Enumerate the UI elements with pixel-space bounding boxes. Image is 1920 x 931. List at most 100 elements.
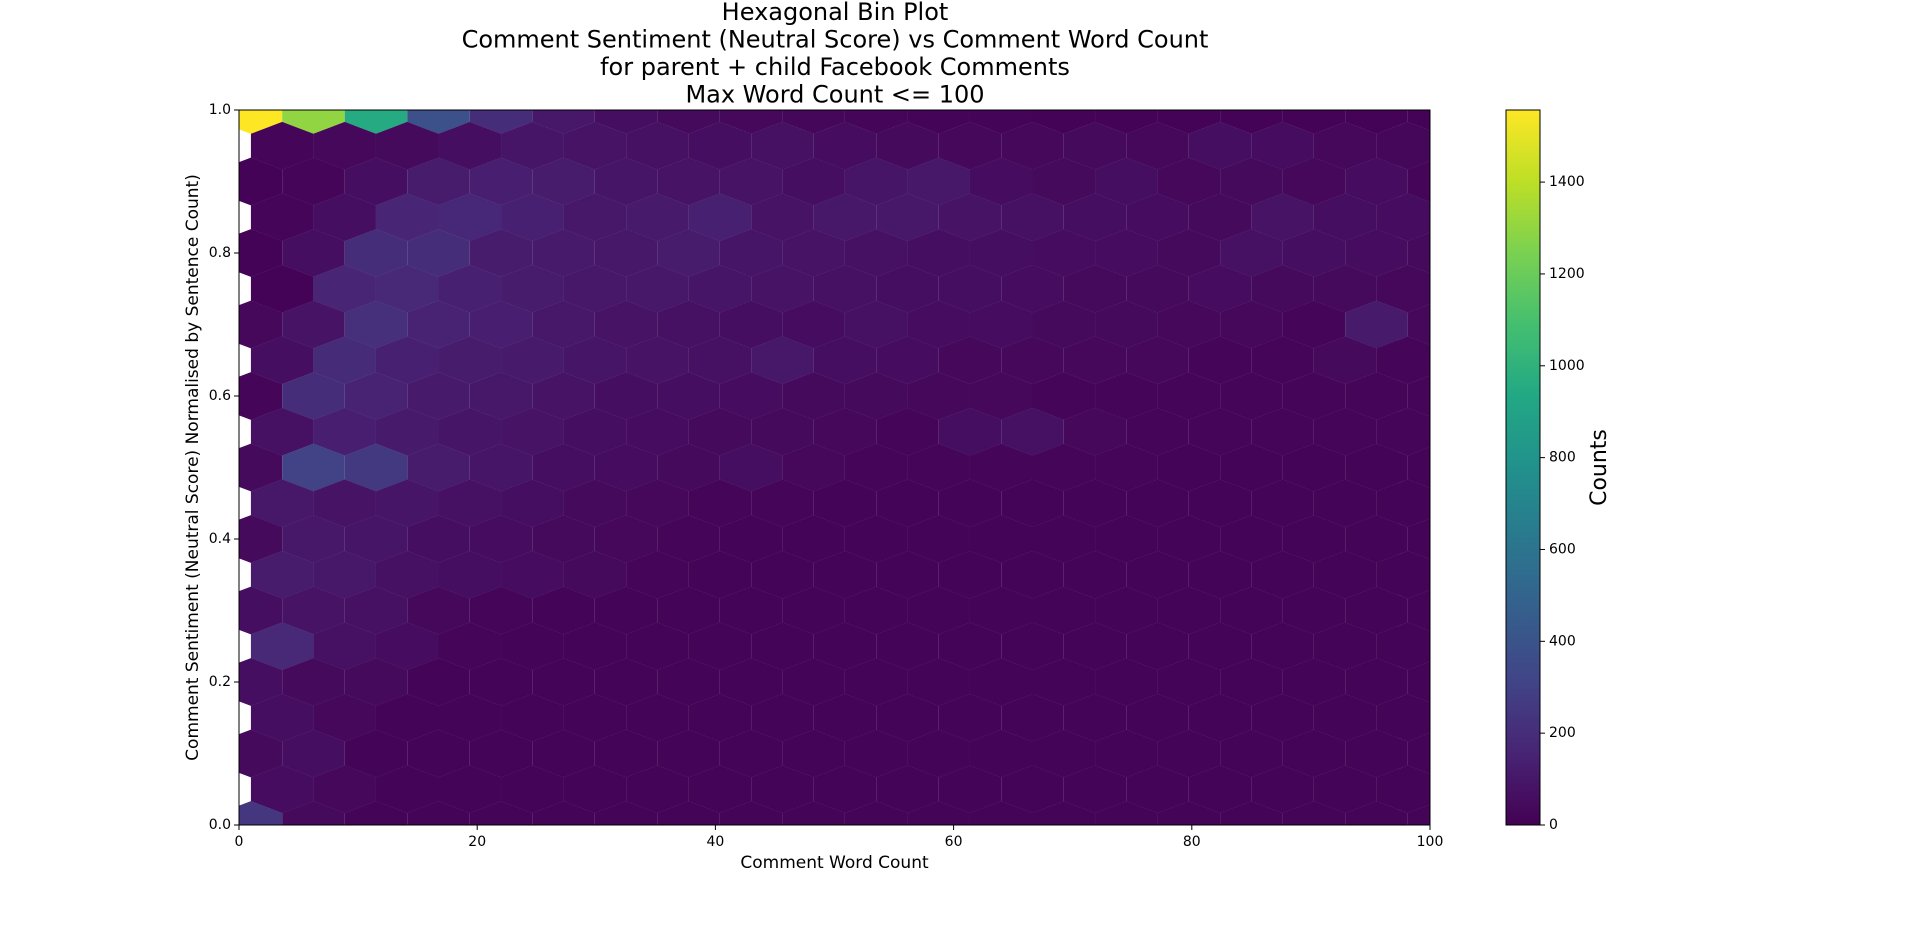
hex-bin bbox=[782, 372, 845, 420]
hex-bin bbox=[344, 801, 408, 825]
hex-bin bbox=[1282, 729, 1346, 778]
hex-bin bbox=[375, 765, 439, 814]
hex-bin bbox=[1313, 336, 1377, 385]
hex-bin bbox=[969, 443, 1033, 492]
hex-bin bbox=[657, 729, 720, 778]
hex-bin bbox=[626, 479, 689, 528]
hex-bin bbox=[1095, 729, 1158, 778]
hex-bin bbox=[688, 550, 752, 599]
hex-bin bbox=[1095, 586, 1158, 635]
hex-bin bbox=[938, 479, 1002, 528]
hex-bin bbox=[313, 693, 376, 742]
hex-bin bbox=[1157, 729, 1221, 778]
hex-bin bbox=[907, 229, 970, 277]
hex-bin bbox=[688, 479, 752, 528]
hex-bin bbox=[657, 658, 720, 706]
hex-bin bbox=[1251, 693, 1314, 742]
hex-bin bbox=[1251, 336, 1314, 385]
hex-bin bbox=[239, 729, 283, 778]
hex-bin bbox=[239, 515, 283, 563]
hex-bin bbox=[751, 121, 814, 170]
hex-bin bbox=[1126, 693, 1189, 742]
hex-bin bbox=[1032, 372, 1096, 420]
hex-bin bbox=[751, 765, 814, 814]
hex-bin bbox=[1157, 229, 1221, 277]
hex-bin bbox=[501, 622, 564, 671]
hex-bin bbox=[501, 479, 564, 528]
hex-bin bbox=[876, 264, 939, 313]
hex-bin bbox=[1313, 550, 1377, 599]
hex-bin bbox=[969, 515, 1033, 563]
hex-bin bbox=[1251, 121, 1314, 170]
hex-bin bbox=[1407, 447, 1430, 488]
hex-bin bbox=[1251, 550, 1314, 599]
hex-bin bbox=[969, 586, 1033, 635]
y-axis-label: Comment Sentiment (Neutral Score) Normal… bbox=[183, 174, 203, 761]
hex-bin bbox=[469, 443, 533, 492]
hex-bin bbox=[1282, 372, 1346, 420]
y-tick-label: 0.4 bbox=[209, 531, 231, 547]
hex-bin bbox=[313, 407, 376, 456]
hex-bin bbox=[688, 622, 752, 671]
hex-bin bbox=[657, 586, 720, 635]
hex-bin bbox=[313, 121, 376, 170]
hex-bin bbox=[1376, 765, 1430, 814]
hex-bin bbox=[313, 550, 376, 599]
hex-bin bbox=[1095, 801, 1158, 825]
hex-bin bbox=[250, 336, 314, 385]
hex-bin bbox=[501, 264, 564, 313]
hex-bin bbox=[1126, 264, 1189, 313]
hex-bin bbox=[375, 264, 439, 313]
hex-bin bbox=[563, 264, 627, 313]
hex-bin bbox=[1251, 765, 1314, 814]
hex-bin bbox=[407, 729, 470, 778]
hex-bin bbox=[938, 622, 1002, 671]
hex-bin bbox=[1157, 658, 1221, 706]
hex-bin bbox=[1313, 765, 1377, 814]
hex-bin bbox=[1095, 443, 1158, 492]
hex-bin bbox=[844, 586, 908, 635]
hex-bin bbox=[751, 264, 814, 313]
hex-bin bbox=[594, 300, 658, 349]
y-tick-label: 0.0 bbox=[209, 817, 231, 833]
hex-bin bbox=[594, 515, 658, 563]
y-tick-label: 0.6 bbox=[209, 388, 231, 404]
y-tick-label: 0.2 bbox=[209, 674, 231, 690]
hex-bin bbox=[907, 658, 970, 706]
hex-bin bbox=[1345, 157, 1408, 206]
hex-bin bbox=[1313, 193, 1377, 242]
hex-bin bbox=[907, 729, 970, 778]
hex-bin bbox=[1220, 729, 1283, 778]
x-tick-label: 0 bbox=[235, 834, 244, 850]
hex-bin bbox=[1313, 479, 1377, 528]
hex-bin bbox=[594, 586, 658, 635]
hex-bin bbox=[626, 121, 689, 170]
hex-bin bbox=[751, 622, 814, 671]
hex-bin bbox=[407, 300, 470, 349]
hex-bin bbox=[250, 193, 314, 242]
hex-bin bbox=[907, 443, 970, 492]
hex-bin bbox=[1282, 229, 1346, 277]
hex-bin bbox=[813, 479, 877, 528]
colorbar-tick-label: 0 bbox=[1549, 817, 1558, 833]
hex-bin bbox=[938, 765, 1002, 814]
hex-bin bbox=[626, 193, 689, 242]
hex-bin bbox=[938, 193, 1002, 242]
hex-bin bbox=[844, 801, 908, 825]
hex-bin bbox=[282, 157, 345, 206]
hex-bin bbox=[1188, 264, 1252, 313]
hex-bin bbox=[969, 658, 1033, 706]
plot-frame bbox=[238, 109, 1431, 826]
colorbar-label: Counts bbox=[1587, 429, 1612, 506]
hex-bin bbox=[657, 515, 720, 563]
hex-bin bbox=[907, 372, 970, 420]
hex-bin bbox=[969, 372, 1033, 420]
hex-bin bbox=[1063, 622, 1127, 671]
hex-bin bbox=[1032, 801, 1096, 825]
hex-bin bbox=[719, 443, 783, 492]
hex-bin bbox=[907, 801, 970, 825]
hex-bin bbox=[239, 443, 283, 492]
hex-bin bbox=[469, 300, 533, 349]
hex-bin bbox=[1126, 407, 1189, 456]
hex-bin bbox=[239, 300, 283, 349]
